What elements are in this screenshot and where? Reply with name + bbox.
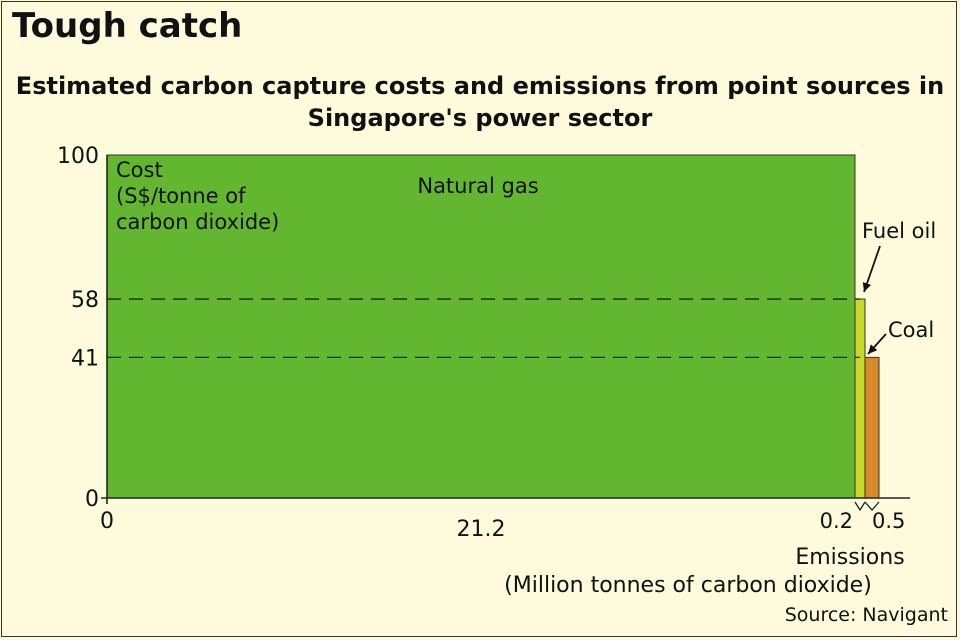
headline: Tough catch — [12, 6, 243, 46]
x-label-coal: 0.5 — [872, 509, 905, 533]
y-tick-label-100: 100 — [57, 144, 99, 169]
bars-group — [106, 154, 880, 499]
y-axis-label-line-3: carbon dioxide) — [116, 210, 279, 234]
x-label-natural-gas: 21.2 — [457, 517, 506, 542]
axes-group — [101, 155, 910, 504]
y-tick-label-58: 58 — [71, 288, 99, 313]
bar-fuel-oil — [854, 298, 866, 499]
reference-lines-group — [107, 298, 860, 359]
x-origin-label: 0 — [100, 509, 114, 534]
x-axis-label-line-2: (Million tonnes of carbon dioxide) — [504, 573, 872, 598]
chart-title: Estimated carbon capture costs and emiss… — [15, 72, 945, 132]
source-note: Source: Navigant — [784, 604, 948, 626]
x-brace-1 — [854, 501, 866, 512]
x-label-fuel-oil: 0.2 — [820, 509, 853, 533]
x-axis-label-line-1: Emissions — [795, 545, 904, 570]
arrow-fuel-oil-head — [862, 282, 872, 292]
bar-natural-gas — [106, 154, 856, 499]
x-brace-2 — [864, 501, 880, 511]
label-natural-gas: Natural gas — [417, 174, 538, 198]
y-axis-label-line-1: Cost — [116, 158, 163, 182]
bar-coal — [864, 356, 880, 499]
arrow-coal-head — [868, 344, 878, 354]
label-fuel-oil: Fuel oil — [862, 219, 936, 243]
y-tick-label-41: 41 — [71, 346, 99, 371]
y-axis-label-line-2: (S$/tonne of — [116, 184, 246, 208]
y-tick-label-0: 0 — [85, 487, 99, 512]
label-coal: Coal — [888, 318, 934, 342]
